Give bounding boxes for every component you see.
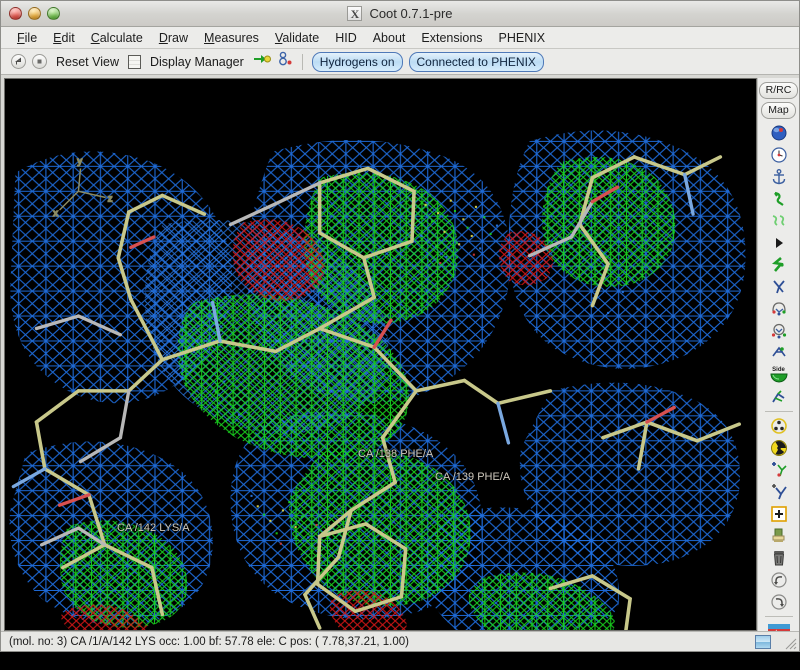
trash-delete-icon[interactable] — [766, 547, 792, 569]
side-chain-icon[interactable]: Side — [766, 364, 792, 386]
title-center: X Coot 0.7.1-pre — [1, 6, 799, 21]
menu-draw[interactable]: Draw — [158, 30, 189, 45]
reset-view-back-icon[interactable] — [11, 54, 26, 69]
window-title: Coot 0.7.1-pre — [369, 6, 453, 21]
map-speckles — [214, 199, 639, 545]
minimize-button[interactable] — [28, 7, 41, 20]
molecular-graphics-canvas[interactable]: x y z CA /138 PHE/A CA /139 PHE/A CA /14… — [5, 79, 756, 630]
close-button[interactable] — [9, 7, 22, 20]
menu-hid[interactable]: HID — [335, 30, 357, 45]
display-manager-icon[interactable] — [128, 54, 141, 69]
sphere-blue-icon[interactable] — [766, 122, 792, 144]
clock-dial-icon[interactable] — [766, 144, 792, 166]
title-bar[interactable]: X Coot 0.7.1-pre — [1, 1, 799, 27]
reset-view-button[interactable]: Reset View — [56, 54, 119, 69]
zoom-button[interactable] — [47, 7, 60, 20]
map-select-button[interactable]: Map — [761, 102, 796, 119]
sidechain-blue-icon[interactable] — [766, 276, 792, 298]
hydrogens-toggle-button[interactable]: Hydrogens on — [311, 51, 403, 72]
menu-file[interactable]: File — [17, 30, 38, 45]
resize-grip-icon[interactable] — [781, 634, 797, 650]
anchor-icon[interactable] — [766, 166, 792, 188]
torsion-general-icon[interactable] — [766, 386, 792, 408]
svg-text:x: x — [53, 207, 58, 218]
menu-extensions[interactable]: Extensions — [421, 30, 483, 45]
eraser-icon[interactable] — [766, 525, 792, 547]
menu-validate[interactable]: Validate — [274, 30, 320, 45]
graphics-viewport[interactable]: x y z CA /138 PHE/A CA /139 PHE/A CA /14… — [4, 78, 757, 631]
undo-icon[interactable] — [766, 569, 792, 591]
grey-bonds — [34, 181, 595, 547]
rc-toggle-button[interactable]: R/RC — [758, 82, 799, 99]
coot-main-window: X Coot 0.7.1-pre File Edit Calculate Dra… — [0, 0, 800, 652]
refine-circle-icon[interactable] — [766, 320, 792, 342]
add-atom-icon[interactable] — [766, 459, 792, 481]
menu-phenix[interactable]: PHENIX — [498, 30, 546, 45]
flip-peptide-green-icon[interactable] — [766, 254, 792, 276]
rotamer-green-icon[interactable] — [766, 188, 792, 210]
arrow-right-icon[interactable] — [766, 232, 792, 254]
svg-text:z: z — [108, 193, 113, 204]
add-terminal-residue-icon[interactable] — [766, 481, 792, 503]
main-toolbar: Reset View Display Manager Hydrogens on — [1, 49, 799, 75]
orientation-axes: x y z — [53, 155, 114, 219]
model-bonds — [11, 155, 742, 630]
svg-text:y: y — [77, 155, 82, 166]
menu-about[interactable]: About — [372, 30, 406, 45]
rotamers-pale-green-icon[interactable] — [766, 210, 792, 232]
reset-view-center-icon[interactable] — [32, 54, 47, 69]
density-map-render: x y z — [5, 79, 756, 630]
oxygen-bonds — [57, 185, 676, 507]
radioactive-icon[interactable] — [766, 437, 792, 459]
menu-calculate[interactable]: Calculate — [90, 30, 143, 45]
window-controls — [9, 7, 60, 20]
x11-app-icon: X — [347, 6, 363, 21]
residue-info-icon[interactable] — [277, 51, 293, 72]
redo-icon[interactable] — [766, 591, 792, 613]
menu-measures[interactable]: Measures — [204, 30, 259, 45]
carbon-bonds — [34, 155, 742, 630]
flag-icon[interactable] — [766, 620, 792, 631]
display-manager-button[interactable]: Display Manager — [150, 54, 244, 69]
regularize-icon[interactable] — [766, 342, 792, 364]
menu-edit[interactable]: Edit — [53, 30, 75, 45]
status-text: (mol. no: 3) CA /1/A/142 LYS occ: 1.00 b… — [9, 635, 409, 648]
go-to-atom-icon[interactable] — [253, 51, 271, 72]
nitrogen-bonds — [11, 172, 695, 489]
right-toolbar: R/RC Map — [757, 78, 799, 631]
status-bar: (mol. no: 3) CA /1/A/142 LYS occ: 1.00 b… — [1, 631, 799, 651]
menu-bar: File Edit Calculate Draw Measures Valida… — [1, 27, 799, 49]
ca-zone-icon[interactable] — [766, 298, 792, 320]
status-indicator-box[interactable] — [755, 634, 771, 649]
add-water-plus-icon[interactable] — [766, 503, 792, 525]
sidebar-separator-2 — [764, 616, 793, 617]
toolbar-separator — [301, 53, 303, 70]
main-body: x y z CA /138 PHE/A CA /139 PHE/A CA /14… — [1, 75, 799, 631]
mutate-auto-icon[interactable] — [766, 415, 792, 437]
phenix-connection-button[interactable]: Connected to PHENIX — [408, 51, 544, 72]
sidebar-separator-1 — [764, 411, 793, 412]
side-icon-label: Side — [772, 367, 785, 373]
